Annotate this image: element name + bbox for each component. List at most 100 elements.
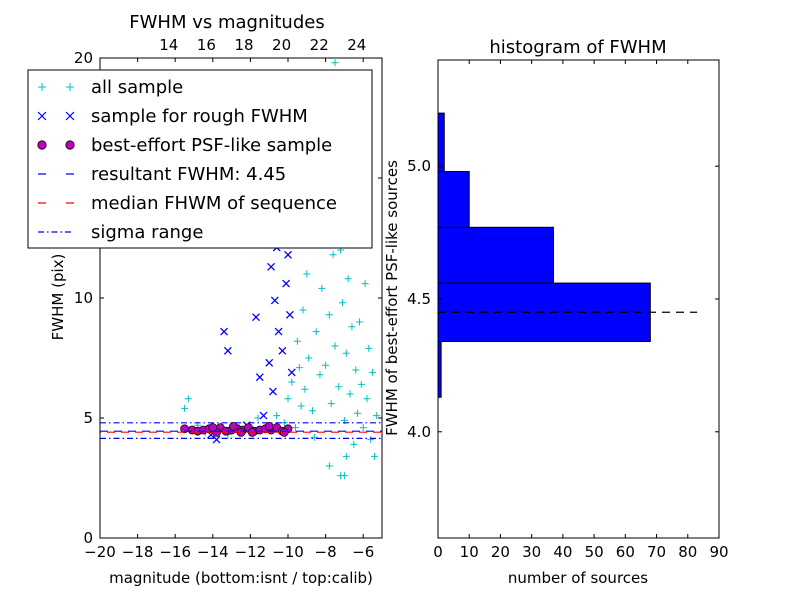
legend-label: resultant FWHM: 4.45 — [91, 164, 286, 185]
all-sample-point — [184, 395, 192, 403]
all-sample-point — [354, 409, 362, 417]
x-tick-label: −10 — [272, 543, 304, 561]
top-tick-label: 18 — [234, 36, 253, 54]
all-sample-point — [335, 383, 343, 391]
y-tick-label: 5.0 — [407, 157, 431, 175]
all-sample-point — [361, 280, 369, 288]
rough-sample-point — [285, 310, 294, 319]
legend-marker-x — [37, 111, 47, 121]
all-sample-point — [359, 424, 367, 432]
all-sample-point — [273, 412, 281, 420]
legend-marker-circle — [65, 140, 75, 150]
rough-sample-point — [265, 358, 274, 367]
psf-sample-point — [208, 423, 218, 433]
right-x-axis-label: number of sources — [508, 569, 648, 587]
all-sample-point — [322, 361, 330, 369]
all-sample-point — [369, 368, 377, 376]
y-tick-label: 4.5 — [407, 290, 431, 308]
legend-box — [27, 69, 373, 249]
all-sample-point — [342, 349, 350, 357]
x-tick-label: −16 — [159, 543, 191, 561]
x-tick-label: −20 — [84, 543, 116, 561]
right-y-axis-label: FWHM of best-effort PSF-like sources — [383, 160, 401, 436]
x-tick-label: 40 — [553, 543, 572, 561]
all-sample-point — [346, 390, 354, 398]
legend-label: sigma range — [91, 222, 203, 243]
all-sample-point — [181, 404, 189, 412]
histogram-bar — [437, 171, 470, 228]
left-y-axis-label: FWHM (pix) — [49, 254, 67, 341]
all-sample-point — [342, 452, 350, 460]
x-tick-label: −18 — [122, 543, 154, 561]
legend-label: best-effort PSF-like sample — [91, 135, 332, 156]
all-sample-point — [370, 452, 378, 460]
all-sample-point — [339, 299, 347, 307]
rough-sample-point — [212, 435, 221, 444]
rough-sample-point — [284, 250, 292, 259]
x-tick-label: −8 — [315, 543, 337, 561]
histogram-bar — [437, 112, 445, 173]
all-sample-point — [316, 371, 324, 379]
all-sample-point — [363, 395, 371, 403]
x-tick-label: 10 — [460, 543, 479, 561]
legend-marker-circle — [37, 140, 47, 150]
right-axes: 0 10 20 30 40 50 60 70 80 90 4.0 4.5 5.0 — [407, 59, 729, 561]
all-sample-point — [340, 472, 348, 480]
rough-sample-point — [255, 373, 264, 382]
rough-sample-point — [267, 262, 276, 271]
all-sample-point — [357, 380, 365, 388]
rough-sample-point — [270, 296, 279, 305]
x-tick-label: 20 — [491, 543, 510, 561]
all-sample-point — [327, 400, 335, 408]
all-sample-point — [325, 462, 333, 470]
legend-label: median FHWM of sequence — [91, 193, 337, 214]
x-tick-label: −6 — [352, 543, 374, 561]
x-tick-label: 80 — [678, 543, 697, 561]
psf-sample-point — [229, 421, 238, 431]
all-sample-point — [301, 385, 309, 393]
x-tick-label: 90 — [709, 543, 728, 561]
all-sample-point — [325, 311, 333, 319]
x-tick-label: 70 — [647, 543, 666, 561]
rough-sample-point — [278, 346, 287, 355]
all-sample-point — [308, 407, 316, 415]
all-sample-point — [352, 366, 360, 374]
rough-sample-point — [274, 327, 283, 336]
all-sample-point — [280, 419, 288, 427]
all-sample-point — [288, 378, 296, 386]
all-sample-point — [331, 59, 339, 67]
all-sample-point — [295, 364, 303, 372]
x-tick-label: 50 — [585, 543, 604, 561]
all-sample-point — [350, 440, 358, 448]
y-tick-label: 0 — [83, 529, 93, 547]
all-sample-point — [299, 306, 307, 314]
histogram-bars — [437, 112, 698, 398]
all-sample-point — [355, 318, 363, 326]
rough-sample-point — [259, 411, 268, 420]
psf-sample-point — [264, 421, 274, 431]
all-sample-point — [331, 342, 339, 350]
all-sample-point — [372, 412, 380, 420]
all-sample-point — [367, 436, 375, 444]
y-tick-label: 4.0 — [407, 423, 431, 441]
legend-marker-plus — [38, 83, 46, 91]
legend-marker-x — [65, 111, 75, 121]
all-sample-point — [292, 424, 300, 432]
all-sample-point — [297, 402, 305, 410]
all-sample-point — [318, 284, 326, 292]
rough-sample-point — [282, 279, 291, 288]
rough-sample-point — [220, 327, 229, 336]
y-tick-label: 20 — [74, 49, 93, 67]
right-plot-title: histogram of FWHM — [489, 37, 666, 58]
top-tick-label: 24 — [347, 36, 366, 54]
rough-sample-point — [252, 313, 260, 322]
rough-sample-point — [269, 387, 277, 396]
legend: all sample sample for rough FWHM best-effo… — [27, 69, 373, 249]
all-sample-point — [329, 251, 337, 259]
all-sample-point — [293, 337, 301, 345]
left-x-axis-label: magnitude (bottom:isnt / top:calib) — [109, 569, 373, 587]
left-plot-title: FWHM vs magnitudes — [129, 12, 324, 33]
top-tick-label: 22 — [310, 36, 329, 54]
top-tick-label: 14 — [159, 36, 178, 54]
x-tick-label: 0 — [433, 543, 443, 561]
